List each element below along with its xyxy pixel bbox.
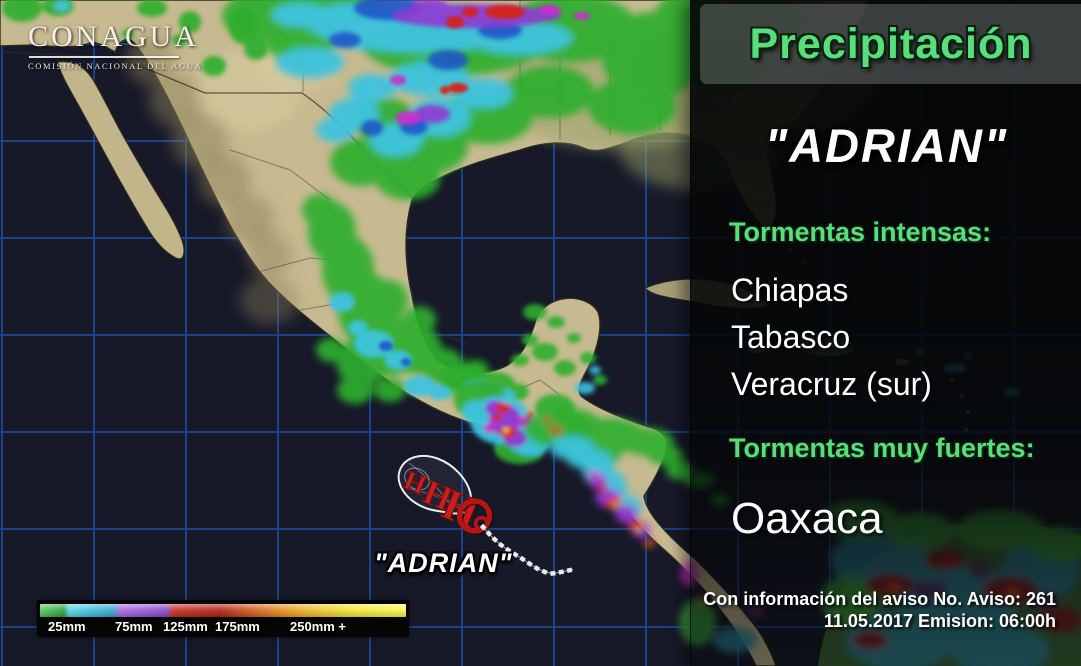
panel-title-band: Precipitación: [700, 4, 1081, 84]
precip-us-system-cyan: [270, 1, 574, 158]
list-item: Tabasco: [731, 319, 851, 355]
section-heading-intense-storms: Tormentas intensas:: [729, 217, 992, 247]
storm-name: "ADRIAN": [764, 119, 1009, 172]
precip-central-mexico-cyan: [329, 292, 452, 400]
forecast-cone: [397, 454, 472, 515]
conagua-logo: CONAGUA COMISIÓN NACIONAL DEL AGUA: [28, 20, 202, 71]
advisory-number: Con información del aviso No. Aviso: 261: [703, 589, 1056, 609]
map-storm-label: "ADRIAN": [374, 548, 513, 578]
legend-label: 175mm: [215, 619, 260, 634]
info-panel: Precipitación "ADRIAN" Tormentas intensa…: [690, 0, 1081, 666]
precip-us-system-red: [440, 5, 525, 94]
conagua-logo-title: CONAGUA: [28, 20, 199, 53]
precip-central-america: [525, 408, 730, 547]
precip-central-mexico-blue: [379, 341, 411, 366]
intense-storms-list: Chiapas Tabasco Veracruz (sur): [731, 267, 932, 408]
list-item: Chiapas: [731, 272, 849, 308]
section-heading-very-strong-storms: Tormentas muy fuertes:: [729, 433, 1035, 463]
logo-divider: [29, 56, 179, 58]
advisory-datetime: 11.05.2017 Emision: 06:00h: [823, 611, 1056, 631]
legend-label: 25mm: [48, 619, 86, 634]
list-item: Veracruz (sur): [731, 366, 932, 402]
panel-title: Precipitación: [749, 19, 1033, 68]
list-item: Oaxaca: [731, 494, 883, 543]
precipitation-legend: 25mm 75mm 125mm 175mm 250mm +: [37, 600, 409, 637]
advisory-info: Con información del aviso No. Aviso: 261…: [703, 588, 1056, 632]
legend-label: 75mm: [115, 619, 153, 634]
precip-northwest: [2, 0, 268, 76]
legend-label: 250mm +: [290, 619, 347, 634]
precip-us-system-magenta: [390, 5, 590, 125]
storm-track: [479, 523, 576, 576]
legend-color-scale: [40, 604, 406, 617]
conagua-logo-subtitle: COMISIÓN NACIONAL DEL AGUA: [28, 61, 203, 71]
legend-label: 125mm: [163, 619, 208, 634]
landmass-baja-california: [57, 61, 185, 260]
